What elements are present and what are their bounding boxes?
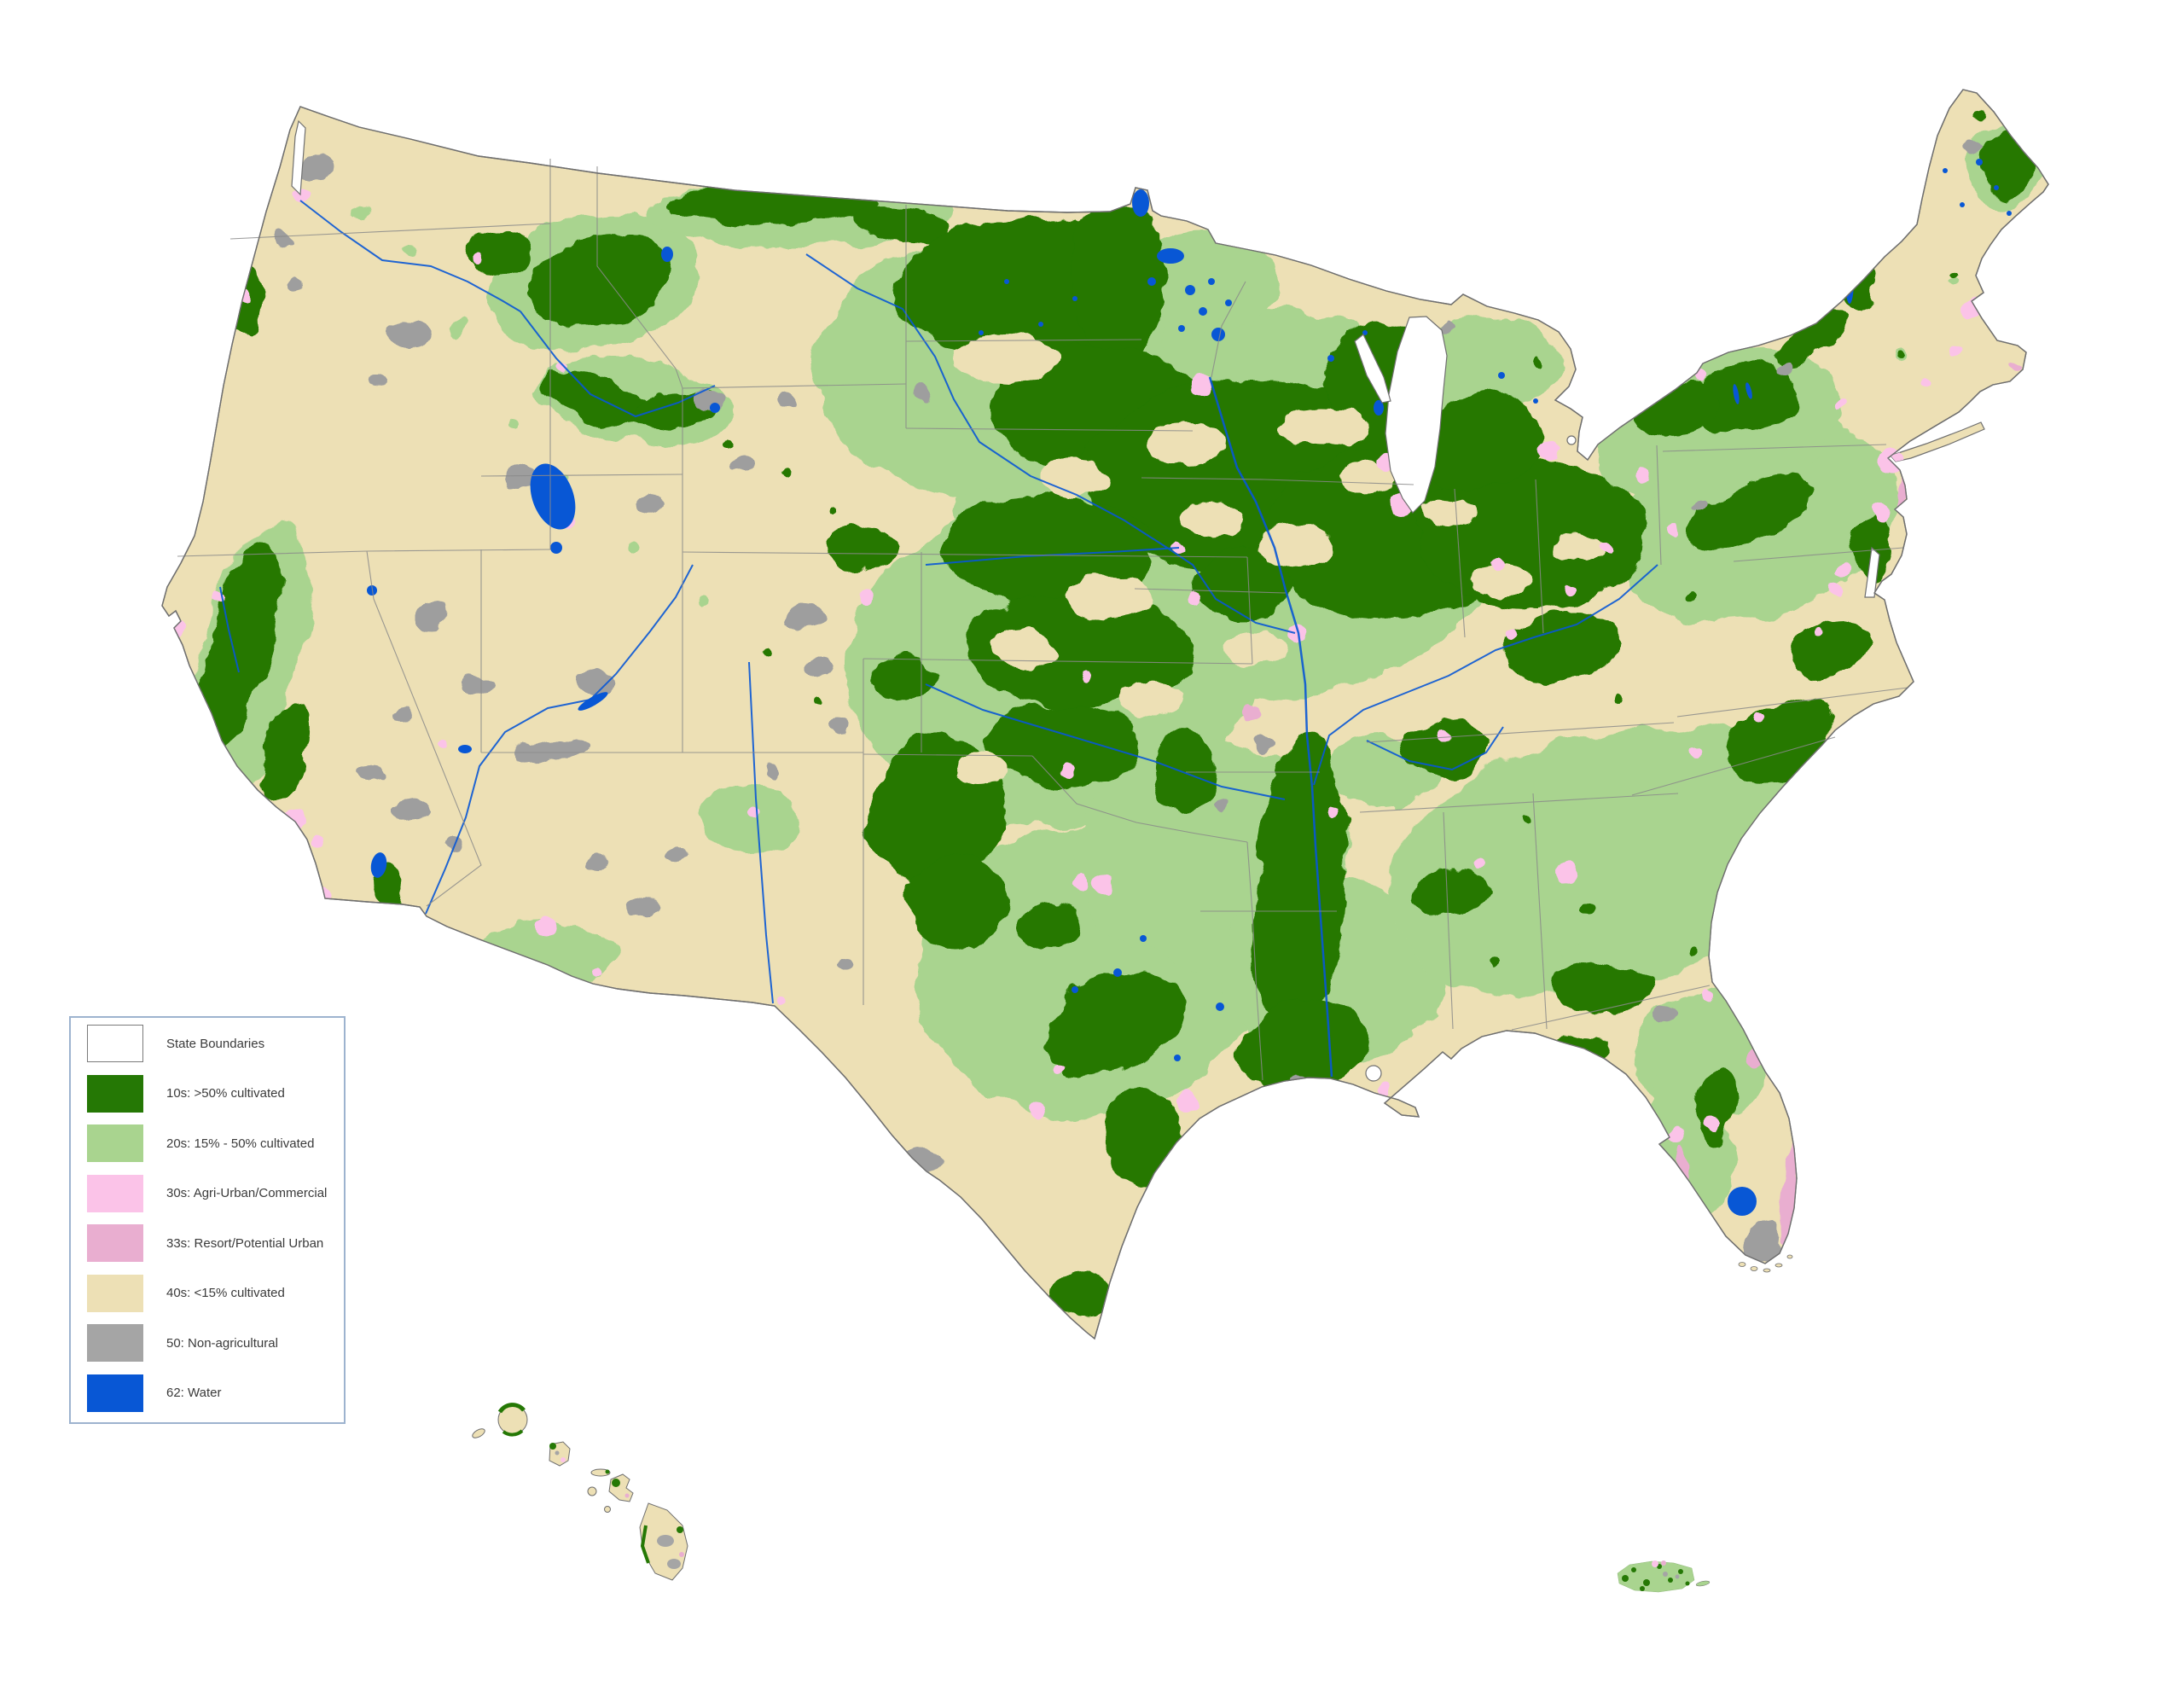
legend-row-non-agricultural: 50: Non-agricultural [87, 1324, 344, 1363]
legend-row-state-boundaries: State Boundaries [87, 1025, 344, 1062]
legend-row-lt15-cultivated: 40s: <15% cultivated [87, 1274, 344, 1312]
legend-label: 62: Water [166, 1386, 222, 1401]
hawaii-islands [472, 1403, 688, 1581]
lake-st-clair [1566, 435, 1577, 445]
lake-pontchartrain [1365, 1065, 1382, 1082]
legend-row-water: 62: Water [87, 1374, 344, 1412]
island-maui [608, 1473, 634, 1502]
legend-swatch-water [87, 1374, 143, 1412]
island-vieques [1695, 1580, 1711, 1587]
long-island [1889, 421, 1985, 462]
coastline [161, 89, 2049, 1340]
legend-label: 10s: >50% cultivated [166, 1086, 285, 1101]
island-niihau [472, 1428, 485, 1438]
island-kahoolawe [604, 1506, 611, 1513]
region-gt50-cultivated [200, 114, 2035, 1319]
legend-swatch-state-boundaries [87, 1025, 143, 1062]
state-boundaries [177, 159, 1908, 1081]
legend-label: 33s: Resort/Potential Urban [166, 1235, 324, 1251]
legend-label: State Boundaries [166, 1036, 265, 1051]
legend: State Boundaries 10s: >50% cultivated 20… [69, 1016, 346, 1424]
island-molokai [590, 1468, 611, 1477]
legend-row-agri-urban: 30s: Agri-Urban/Commercial [87, 1174, 344, 1212]
legend-swatch-agri-urban [87, 1174, 143, 1212]
legend-row-resort-urban: 33s: Resort/Potential Urban [87, 1224, 344, 1263]
legend-swatch-resort-urban [87, 1224, 143, 1263]
legend-swatch-non-agricultural [87, 1324, 143, 1363]
puerto-rico [1617, 1560, 1711, 1593]
puget-sound [291, 119, 306, 196]
legend-label: 40s: <15% cultivated [166, 1286, 285, 1301]
tan-holes [956, 333, 1604, 783]
florida-keys [1738, 1254, 1793, 1273]
green-bay [1354, 334, 1391, 404]
legend-label: 30s: Agri-Urban/Commercial [166, 1186, 328, 1201]
lake-michigan [1385, 316, 1448, 514]
legend-row-gt50-cultivated: 10s: >50% cultivated [87, 1074, 344, 1113]
legend-label: 50: Non-agricultural [166, 1335, 278, 1351]
legend-swatch-15-50-cultivated [87, 1124, 143, 1163]
island-lanai [587, 1486, 597, 1496]
legend-label: 20s: 15% - 50% cultivated [166, 1136, 315, 1151]
legend-row-15-50-cultivated: 20s: 15% - 50% cultivated [87, 1124, 344, 1163]
great-lakes [291, 119, 1880, 1082]
legend-swatch-lt15-cultivated [87, 1274, 143, 1312]
legend-swatch-gt50-cultivated [87, 1074, 143, 1113]
chesapeake-bay [1864, 546, 1880, 598]
